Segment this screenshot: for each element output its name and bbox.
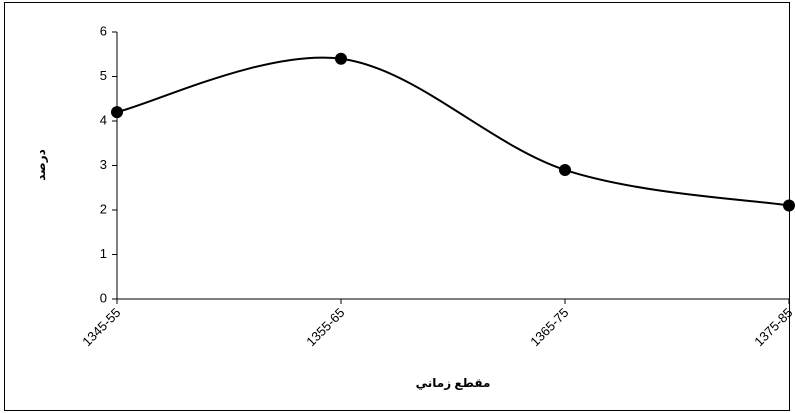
- y-tick-label: 6: [100, 23, 107, 38]
- marker: [335, 52, 347, 65]
- line: [116, 56, 790, 207]
- marker: [111, 106, 123, 119]
- y-axis-label: درصد: [34, 149, 48, 181]
- y-tick-label: 5: [100, 68, 107, 83]
- chart-frame: [4, 2, 790, 411]
- y-tick-label: 2: [100, 201, 107, 216]
- marker: [559, 163, 571, 176]
- x-axis-label: مقطع زماني: [416, 376, 491, 390]
- y-tick-label: 4: [100, 112, 107, 127]
- marker: [783, 199, 795, 212]
- y-tick-label: 0: [100, 290, 107, 305]
- y-tick-label: 3: [100, 157, 107, 172]
- y-tick-label: 1: [100, 246, 107, 261]
